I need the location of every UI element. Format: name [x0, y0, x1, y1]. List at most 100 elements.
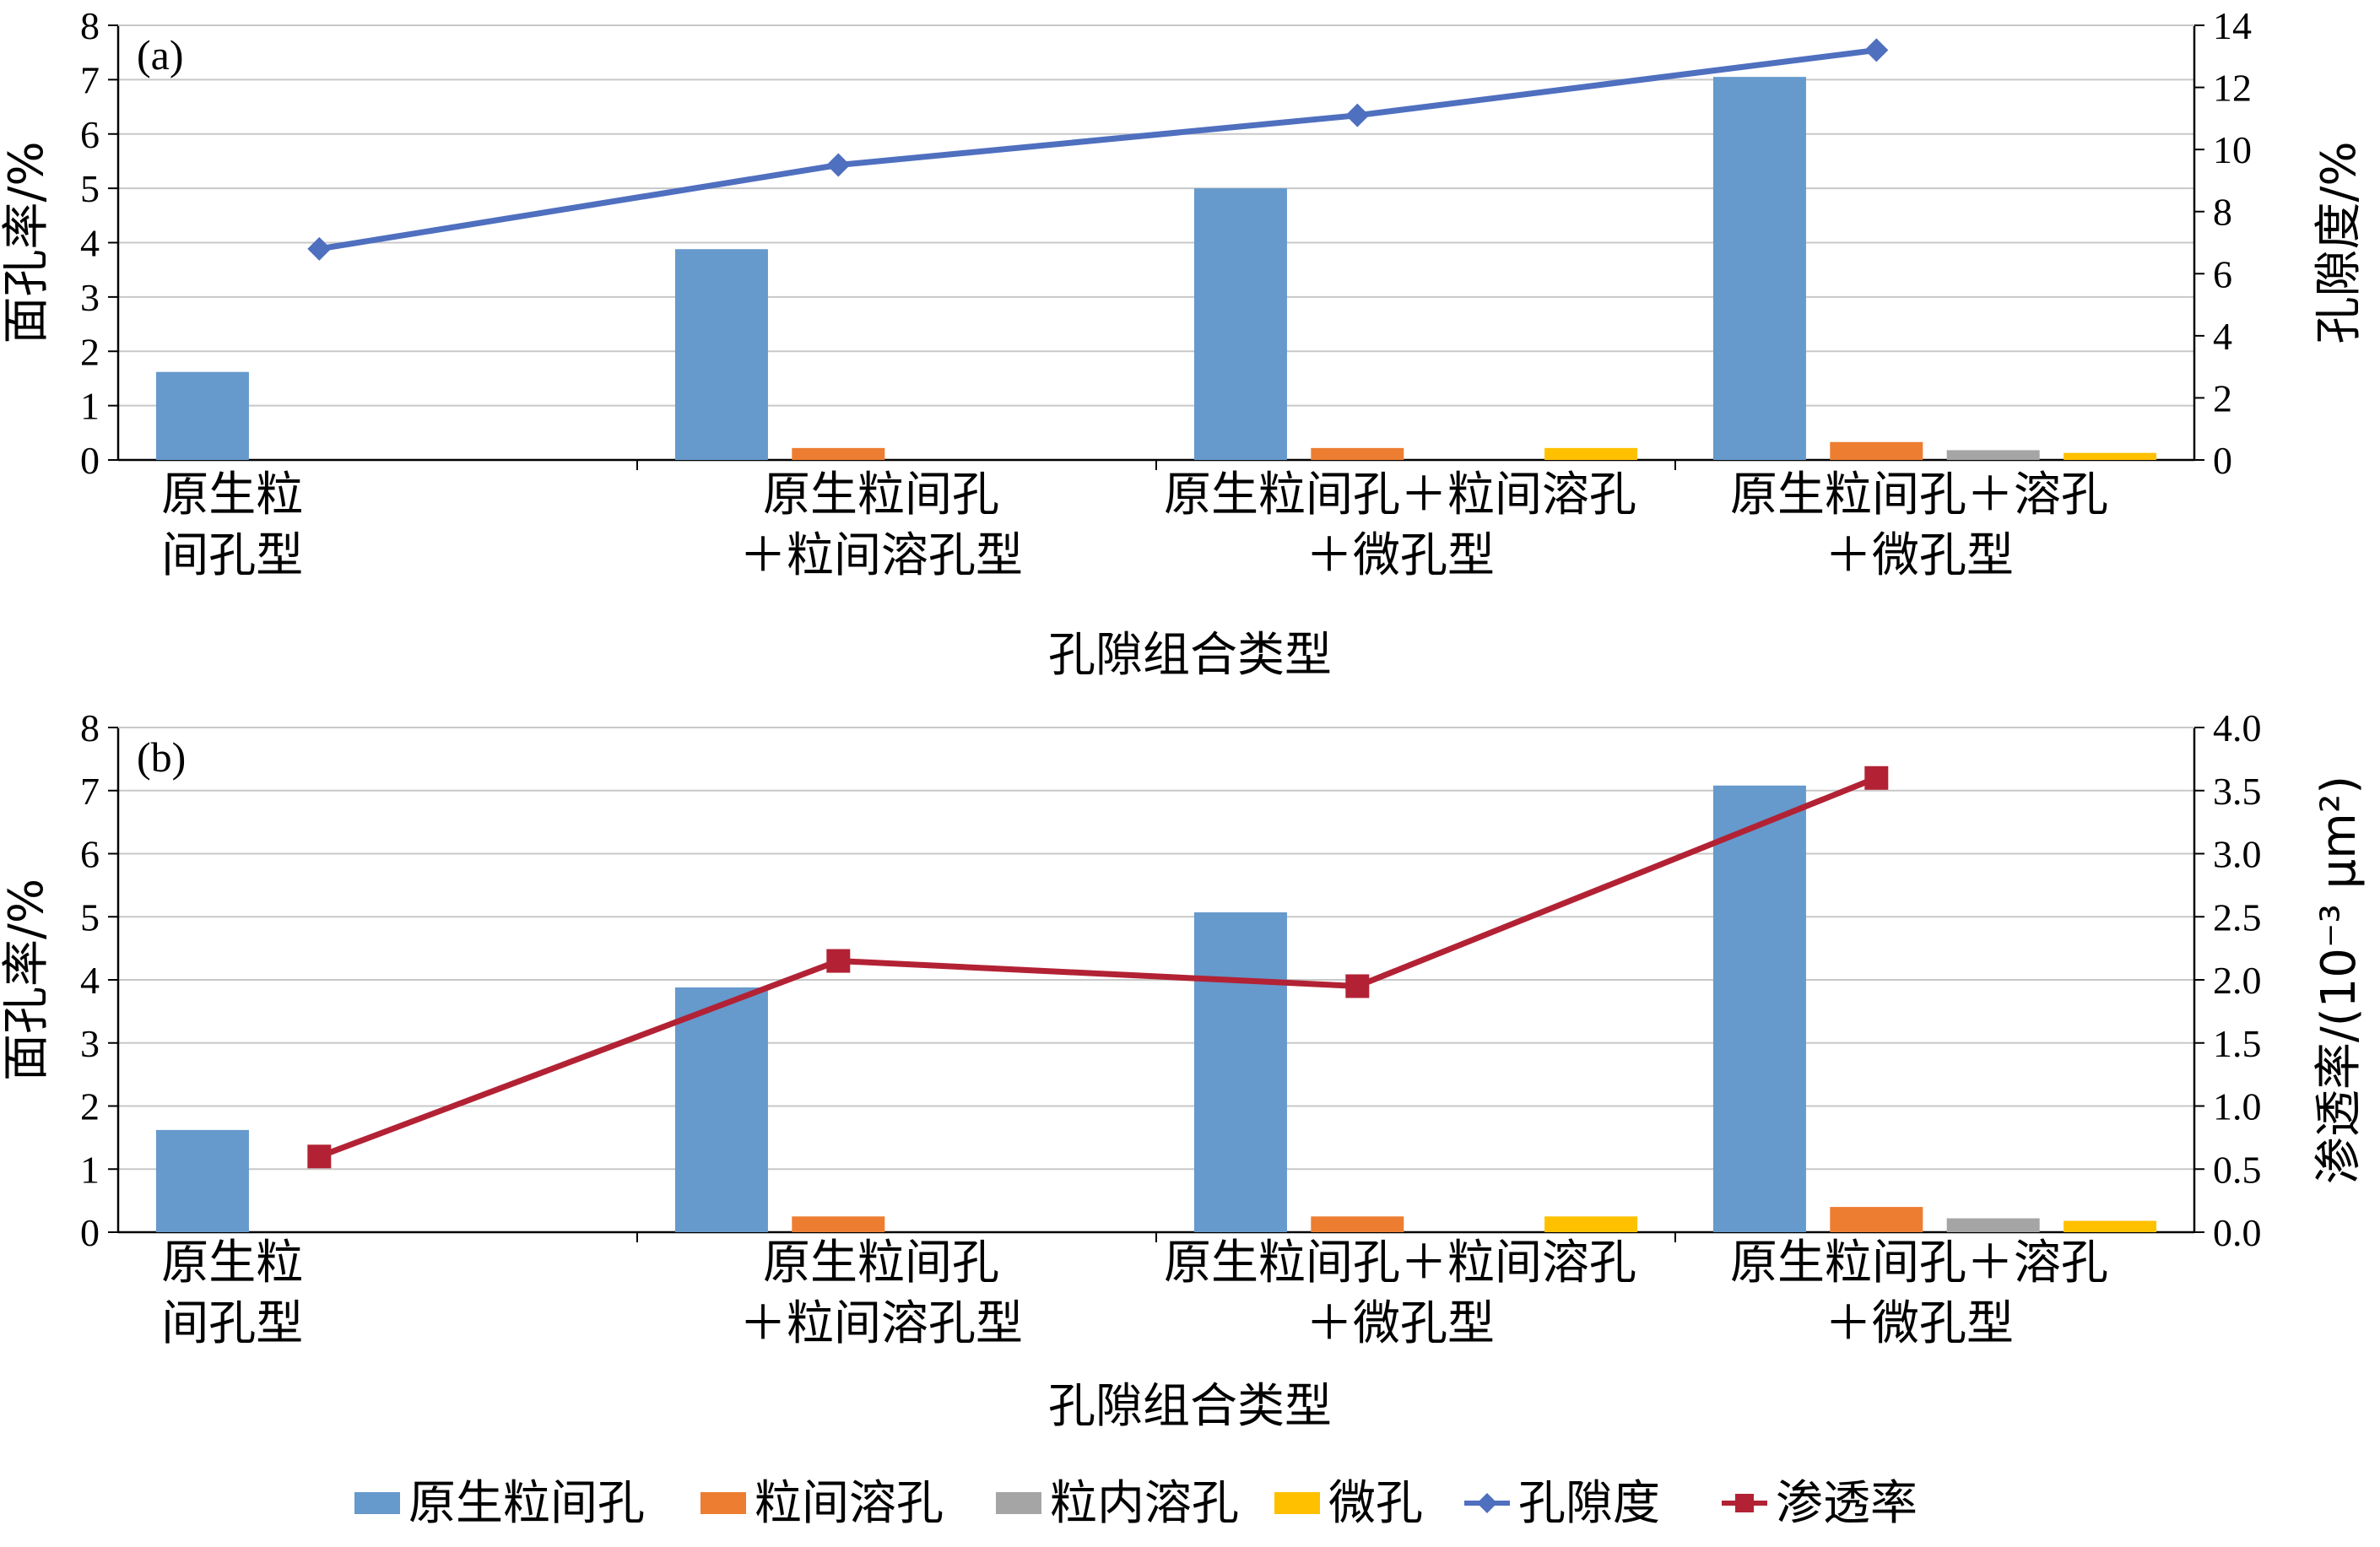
y-tick-label: 0 — [80, 1211, 100, 1254]
bar-1-4 — [1712, 785, 1806, 1232]
y2-tick-label: 6 — [2213, 252, 2232, 295]
y2-tick-label: 0.5 — [2213, 1148, 2262, 1191]
y2-tick-label: 2.0 — [2213, 959, 2262, 1002]
y2-tick-label: 2.5 — [2213, 895, 2262, 938]
y2-tick-label: 10 — [2213, 128, 2252, 171]
y2-tick-label: 14 — [2213, 4, 2252, 47]
y2-axis-title: 渗透率/(10⁻³ μm²) — [2312, 776, 2366, 1184]
category-label: 原生粒间孔 — [763, 468, 999, 522]
y-tick-label: 7 — [80, 58, 100, 101]
x-axis-title: 孔隙组合类型 — [1048, 1379, 1332, 1434]
y-tick-label: 7 — [80, 770, 100, 813]
legend-swatch-4 — [1274, 1492, 1320, 1514]
category-label: ＋微孔型 — [1825, 528, 2014, 583]
y2-tick-label: 2 — [2213, 376, 2232, 419]
legend-label-5: 孔隙度 — [1518, 1476, 1660, 1531]
y-tick-label: 6 — [80, 833, 100, 876]
y2-tick-label: 0.0 — [2213, 1211, 2262, 1254]
bar-2-4 — [1830, 1207, 1923, 1232]
y-tick-label: 1 — [80, 385, 100, 428]
category-label: 原生粒间孔＋粒间溶孔 — [1164, 468, 1636, 522]
y-tick-label: 5 — [80, 895, 100, 938]
panel-label: (b) — [137, 733, 186, 781]
category-label: 原生粒间孔＋溶孔 — [1730, 1236, 2108, 1290]
line-point-1 — [307, 236, 332, 261]
panel-label: (a) — [137, 31, 184, 78]
category-label: 原生粒 — [161, 468, 303, 522]
bar-2-2 — [792, 447, 885, 460]
y2-tick-label: 0 — [2213, 439, 2232, 482]
category-label: ＋粒间溶孔型 — [739, 1296, 1023, 1351]
legend-swatch-3 — [996, 1492, 1041, 1514]
legend-label-2: 粒间溶孔 — [755, 1476, 944, 1531]
category-label: 原生粒间孔 — [763, 1236, 999, 1290]
line-point-4 — [1864, 38, 1889, 62]
line-series — [318, 46, 1877, 252]
y-tick-label: 8 — [80, 4, 100, 47]
y-axis-title: 面孔率/% — [0, 141, 54, 343]
x-axis-title: 孔隙组合类型 — [1048, 628, 1332, 683]
category-label: 原生粒间孔＋粒间溶孔 — [1164, 1236, 1636, 1290]
line-series — [318, 775, 1878, 1160]
y-tick-label: 2 — [80, 330, 100, 373]
category-label: 原生粒 — [161, 1236, 303, 1290]
line-point-3 — [1345, 974, 1370, 998]
line-point-2 — [826, 949, 851, 973]
y-tick-label: 5 — [80, 167, 100, 210]
category-label: ＋微孔型 — [1825, 1296, 2014, 1351]
bar-2-3 — [1311, 447, 1404, 460]
bar-1-4 — [1712, 77, 1806, 460]
y2-tick-label: 4 — [2213, 315, 2232, 358]
y-tick-label: 4 — [80, 222, 100, 265]
category-label: ＋微孔型 — [1306, 528, 1495, 583]
legend: 原生粒间孔 粒间溶孔 粒内溶孔 微孔 孔隙度 渗透率 — [354, 1476, 1918, 1531]
bar-4-4 — [2064, 1220, 2157, 1232]
line-point-1 — [307, 1144, 332, 1169]
y-tick-label: 3 — [80, 1022, 100, 1065]
y-axis-title: 面孔率/% — [0, 879, 54, 1081]
legend-label-6: 渗透率 — [1776, 1476, 1918, 1531]
bar-4-3 — [1544, 1216, 1638, 1232]
y-tick-label: 0 — [80, 439, 100, 482]
y2-tick-label: 3.5 — [2213, 770, 2262, 813]
bar-2-4 — [1830, 441, 1923, 460]
bar-1-2 — [674, 987, 768, 1232]
bar-2-2 — [792, 1216, 885, 1232]
bar-4-3 — [1544, 447, 1638, 460]
legend-label-4: 微孔 — [1328, 1476, 1423, 1531]
y2-tick-label: 3.0 — [2213, 833, 2262, 876]
y-tick-label: 1 — [80, 1148, 100, 1191]
line-point-4 — [1864, 765, 1889, 790]
y-tick-label: 6 — [80, 113, 100, 156]
y2-tick-label: 1.5 — [2213, 1022, 2262, 1065]
bar-4-4 — [2064, 452, 2157, 460]
bar-1-2 — [674, 249, 768, 460]
category-label: 原生粒间孔＋溶孔 — [1730, 468, 2108, 522]
bar-3-4 — [1946, 1218, 2040, 1232]
legend-swatch-1 — [354, 1492, 400, 1514]
category-label: ＋粒间溶孔型 — [739, 528, 1023, 583]
y-tick-label: 4 — [80, 959, 100, 1002]
legend-label-1: 原生粒间孔 — [408, 1476, 645, 1531]
bar-1-3 — [1193, 912, 1287, 1232]
category-label: 间孔型 — [161, 528, 303, 583]
y-tick-label: 8 — [80, 706, 100, 749]
y-tick-label: 3 — [80, 276, 100, 319]
y2-tick-label: 8 — [2213, 191, 2232, 234]
bar-2-3 — [1311, 1216, 1404, 1232]
bar-1-3 — [1193, 188, 1287, 460]
category-label: ＋微孔型 — [1306, 1296, 1495, 1351]
legend-label-3: 粒内溶孔 — [1050, 1476, 1239, 1531]
panel-b: 0 1 2 3 4 5 6 7 8 0.0 0.5 1.0 1.5 2.0 2.5 3.0 3.5 4.0 (b) 原… — [0, 706, 2366, 1434]
legend-marker-diamond — [1477, 1493, 1497, 1513]
y2-tick-label: 4.0 — [2213, 706, 2262, 749]
y2-tick-label: 1.0 — [2213, 1085, 2262, 1128]
line-point-2 — [826, 153, 851, 177]
category-label: 间孔型 — [161, 1296, 303, 1351]
y2-axis-title: 孔隙度/% — [2312, 141, 2366, 343]
y-tick-label: 2 — [80, 1085, 100, 1128]
legend-swatch-2 — [700, 1492, 746, 1514]
bar-1-1 — [155, 1129, 249, 1232]
panel-a: 01234567802468101214(a)原生粒间孔型原生粒间孔＋粒间溶孔型… — [0, 4, 2366, 683]
